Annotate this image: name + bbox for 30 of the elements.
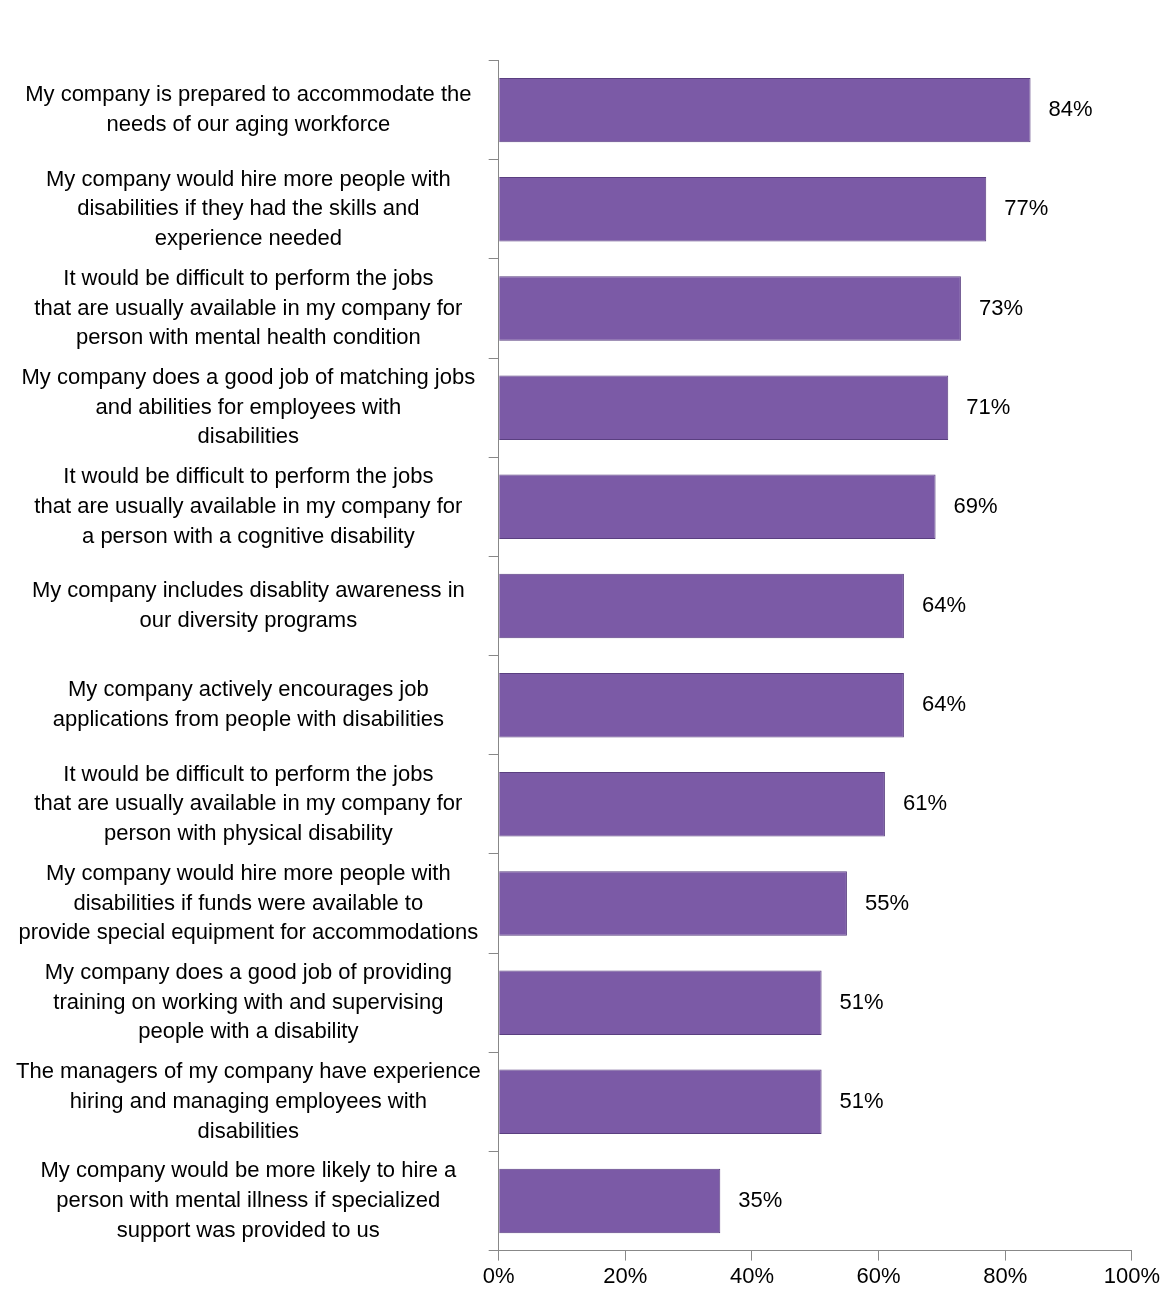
data-label: 51% [839, 1087, 884, 1113]
y-tick-label: The managers of my company have experience hiring and managing employees with disabilities [16, 1058, 481, 1143]
x-tick-label: 60% [856, 1262, 901, 1288]
y-tick-label: My company actively encourages job applications from people with disabilities [52, 676, 445, 732]
data-label: 84% [1048, 96, 1093, 122]
data-label: 71% [966, 393, 1011, 419]
x-tick-label: 0% [482, 1262, 515, 1288]
data-label: 69% [953, 492, 998, 518]
data-label: 35% [738, 1187, 783, 1213]
data-label: 61% [902, 790, 947, 816]
data-label: 73% [978, 294, 1023, 320]
y-tick-label: It would be difficult to perform the jobs that are usually available in my company for person with mental health condition [34, 264, 463, 350]
data-label: 77% [1004, 195, 1049, 221]
x-tick-label: 80% [983, 1262, 1028, 1288]
data-label: 64% [921, 592, 966, 618]
y-tick-label: My company would hire more people with disabilities if they had the skills and experience needed [45, 165, 451, 251]
x-tick-label: 40% [729, 1262, 774, 1288]
data-label: 55% [864, 889, 909, 915]
data-label: 64% [921, 691, 966, 717]
y-tick-label: It would be difficult to perform the jobs that are usually available in my company for person with physical disability [34, 760, 463, 846]
data-label: 51% [839, 988, 884, 1014]
y-tick-label: My company is prepared to accommodate the needs of our aging workforce [25, 81, 472, 137]
y-tick-label: My company does a good job of providing training on working with and supervising people with a disability [44, 959, 452, 1044]
y-tick-label: My company includes disablity awareness in our diversity programs [31, 577, 465, 632]
y-tick-label: My company does a good job of matching jobs and abilities for employees with disabilities [21, 364, 476, 449]
y-tick-label: My company would hire more people with disabilities if funds were available to provide special equipment for accommodations [18, 859, 479, 945]
x-tick-label: 100% [1103, 1262, 1161, 1288]
y-tick-label: It would be difficult to perform the jobs that are usually available in my company for a person with a cognitive disability [34, 463, 463, 548]
y-tick-label: My company would be more likely to hire a person with mental illness if specialized support was provided to us [40, 1157, 457, 1242]
x-tick-label: 20% [603, 1262, 648, 1288]
